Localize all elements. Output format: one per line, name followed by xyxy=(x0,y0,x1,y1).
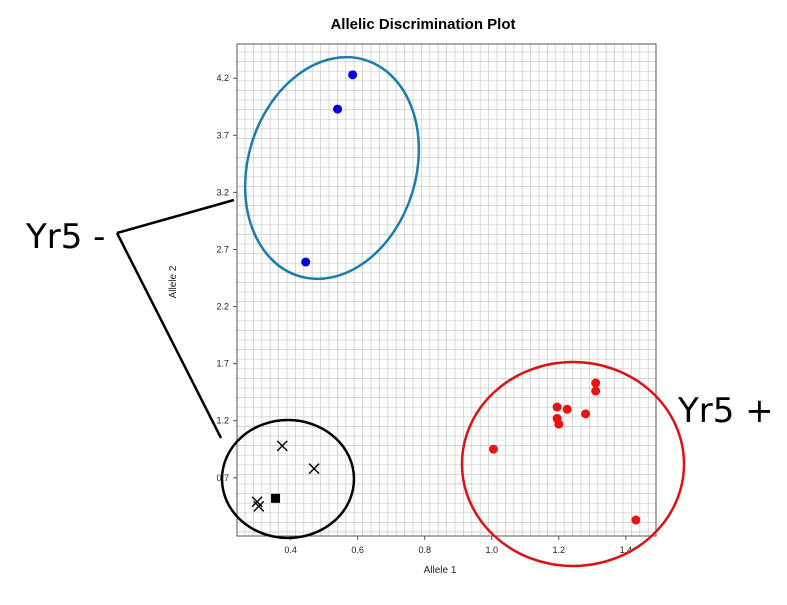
y-tick-label: 4.2 xyxy=(216,73,229,83)
data-point xyxy=(488,444,498,454)
x-tick-label: 0.4 xyxy=(284,545,297,555)
x-axis-ticks: 0.4 0.6 0.8 1.0 1.2 1.4 xyxy=(284,536,632,555)
y-axis-label: Allele 2 xyxy=(168,265,179,298)
chart-title: Allelic Discrimination Plot xyxy=(330,16,515,33)
y-axis-ticks: 0.71.21.72.22.73.23.74.2 xyxy=(216,73,237,483)
data-point xyxy=(631,515,641,525)
x-tick-label: 1.4 xyxy=(620,545,633,555)
x-tick-label: 1.2 xyxy=(553,545,566,555)
cluster-ellipse-red xyxy=(460,360,686,568)
x-axis-label: Allele 1 xyxy=(424,565,457,576)
cluster-ellipse-blue xyxy=(243,55,421,281)
plot-frame xyxy=(236,43,657,537)
annotation-yr5-minus: Yr5 - xyxy=(25,217,105,257)
data-point xyxy=(581,409,591,419)
data-point-x-marker xyxy=(276,440,288,452)
x-tick-label: 0.8 xyxy=(418,545,431,555)
data-point xyxy=(333,104,343,114)
y-tick-label: 1.7 xyxy=(216,359,229,369)
x-tick-label: 1.0 xyxy=(485,545,498,555)
data-point xyxy=(301,257,311,267)
data-point-x-marker xyxy=(253,500,265,512)
y-tick-label: 2.2 xyxy=(216,302,229,312)
plot-grid xyxy=(237,44,656,536)
y-tick-label: 1.2 xyxy=(216,416,229,426)
data-points xyxy=(251,70,641,525)
y-tick-label: 2.7 xyxy=(216,244,229,254)
data-point xyxy=(591,378,601,388)
cluster-ellipse-black xyxy=(220,418,356,540)
annotation-yr5-plus: Yr5 + xyxy=(677,391,774,431)
data-point xyxy=(562,404,572,414)
y-tick-label: 3.7 xyxy=(216,130,229,140)
yr5-minus-leader-to-black xyxy=(115,232,223,439)
x-tick-label: 0.6 xyxy=(351,545,364,555)
data-point-square-marker xyxy=(271,493,281,503)
yr5-minus-leader-to-blue xyxy=(116,198,235,235)
data-point-x-marker xyxy=(308,463,320,475)
data-point xyxy=(552,402,562,412)
data-point xyxy=(591,386,601,396)
data-point xyxy=(348,70,358,80)
y-tick-label: 3.2 xyxy=(216,187,229,197)
data-point xyxy=(554,419,564,429)
